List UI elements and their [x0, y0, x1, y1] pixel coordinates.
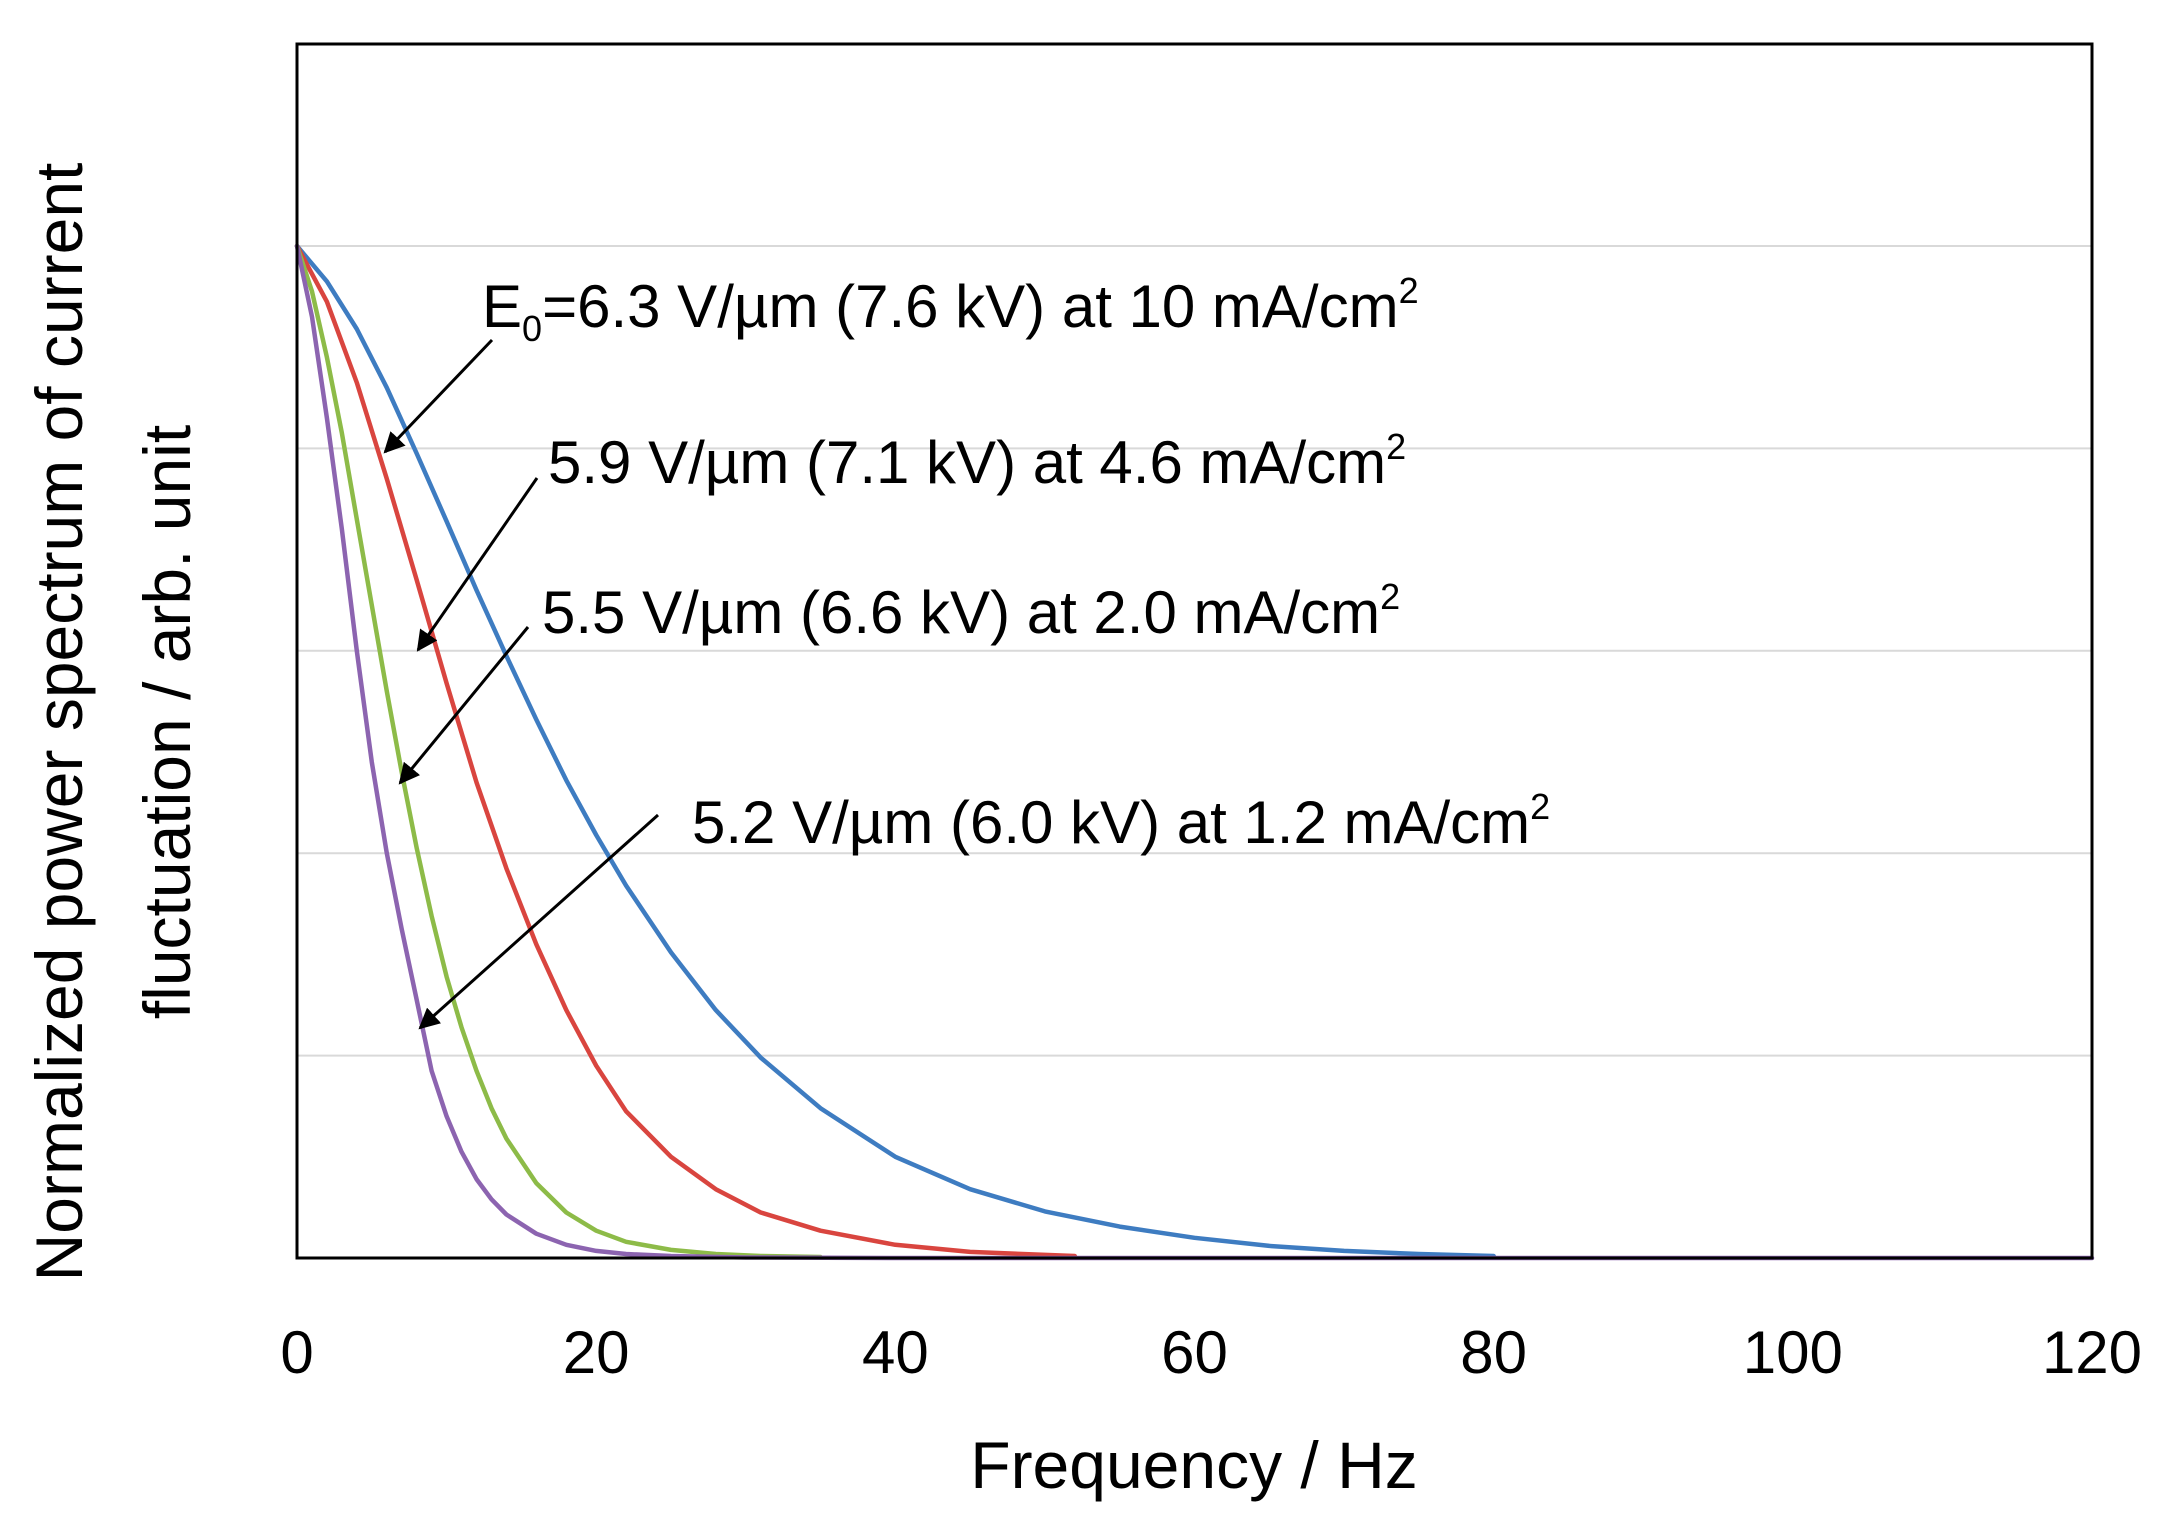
annotation-2-text: 5.9 V/µm (7.1 kV) at 4.6 mA/cm — [548, 429, 1386, 496]
plot-frame — [295, 42, 2094, 1260]
series-line-4 — [294, 243, 2095, 1261]
y-axis-title-line1: Normalized power spectrum of current — [22, 163, 96, 1282]
annotation-4-text: 5.2 V/µm (6.0 kV) at 1.2 mA/cm — [692, 789, 1530, 856]
annotation-1-text: =6.3 V/µm (7.6 kV) at 10 mA/cm — [542, 273, 1399, 340]
annotation-label-3: 5.5 V/µm (6.6 kV) at 2.0 mA/cm2 — [542, 576, 1400, 646]
series-layer — [294, 243, 2095, 1261]
annotation-4-superscript: 2 — [1530, 786, 1550, 827]
x-tick-label: 60 — [1161, 1319, 1228, 1386]
annotation-1-superscript: 2 — [1399, 270, 1419, 311]
annotation-arrow-4 — [418, 813, 660, 1030]
annotation-1-prefix: E — [482, 273, 522, 340]
y-gridlines — [297, 245, 2092, 1057]
annotation-arrow-3 — [398, 626, 530, 785]
x-tick-label: 0 — [280, 1319, 313, 1386]
series-line-2 — [294, 243, 1078, 1259]
annotation-3-text: 5.5 V/µm (6.6 kV) at 2.0 mA/cm — [542, 579, 1380, 646]
y-axis-title-line2: fluctuation / arb. unit — [130, 425, 204, 1019]
x-tick-labels: 0 20 40 60 80 100 120 — [280, 1319, 2142, 1386]
x-tick-label: 20 — [563, 1319, 630, 1386]
series-line-3 — [294, 243, 823, 1260]
annotation-arrow-1 — [383, 338, 494, 454]
annotation-1-subscript: 0 — [522, 308, 542, 349]
x-axis-title: Frequency / Hz — [970, 1428, 1418, 1502]
annotation-label-1: E0=6.3 V/µm (7.6 kV) at 10 mA/cm2 — [482, 270, 1419, 349]
annotation-arrow-2 — [416, 477, 539, 652]
annotation-2-superscript: 2 — [1386, 426, 1406, 467]
x-tick-label: 120 — [2042, 1319, 2142, 1386]
annotation-label-2: 5.9 V/µm (7.1 kV) at 4.6 mA/cm2 — [548, 426, 1406, 496]
x-tick-label: 40 — [862, 1319, 929, 1386]
annotation-3-superscript: 2 — [1380, 576, 1400, 617]
x-tick-label: 100 — [1743, 1319, 1843, 1386]
annotation-label-4: 5.2 V/µm (6.0 kV) at 1.2 mA/cm2 — [692, 786, 1550, 856]
x-tick-label: 80 — [1460, 1319, 1527, 1386]
series-line-1 — [294, 243, 1496, 1259]
